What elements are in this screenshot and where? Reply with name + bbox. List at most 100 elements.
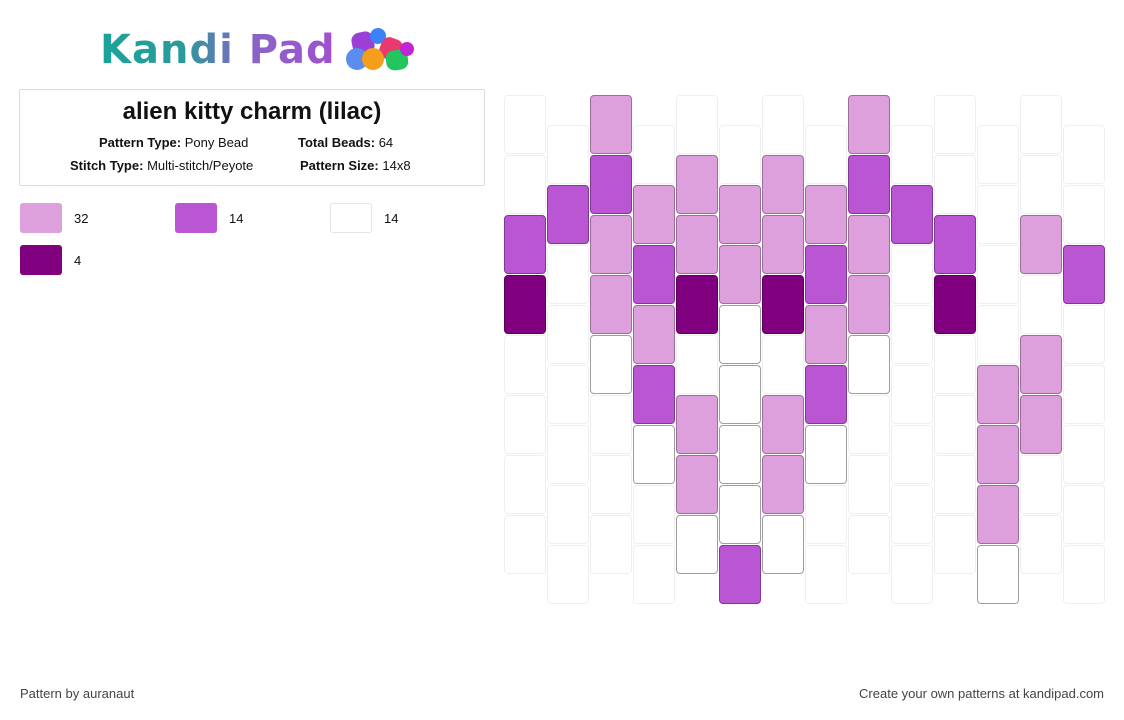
- legend-item-lilac: 32: [20, 203, 88, 233]
- bead: [891, 365, 933, 424]
- legend-count: 4: [74, 252, 82, 268]
- stitch-type-label: Stitch Type:: [70, 158, 144, 173]
- pattern-type: Pattern Type: Pony Bead: [99, 135, 248, 150]
- total-beads-label: Total Beads:: [298, 135, 376, 150]
- bead: [676, 215, 718, 274]
- bead: [633, 185, 675, 244]
- pattern-author: Pattern by auranaut: [20, 686, 135, 701]
- bead: [633, 545, 675, 604]
- bead: [762, 455, 804, 514]
- total-beads: Total Beads: 64: [298, 135, 393, 150]
- bead: [805, 365, 847, 424]
- bead: [719, 365, 761, 424]
- bead: [977, 545, 1019, 604]
- bead: [891, 185, 933, 244]
- total-beads-value: 64: [378, 135, 394, 150]
- bead: [547, 365, 589, 424]
- color-swatch: [175, 203, 217, 233]
- bead: [1063, 485, 1105, 544]
- bead: [676, 275, 718, 334]
- kandi-pad-logo[interactable]: Kandi Pad: [100, 24, 424, 76]
- bead: [676, 335, 718, 394]
- bead: [848, 215, 890, 274]
- bead: [934, 395, 976, 454]
- beads-logo-icon: [344, 24, 424, 76]
- bead: [719, 185, 761, 244]
- bead: [676, 155, 718, 214]
- bead: [676, 455, 718, 514]
- bead: [590, 515, 632, 574]
- bead: [504, 215, 546, 274]
- bead: [848, 155, 890, 214]
- bead: [848, 335, 890, 394]
- bead: [977, 305, 1019, 364]
- bead: [1020, 95, 1062, 154]
- bead: [719, 125, 761, 184]
- bead: [504, 95, 546, 154]
- bead: [633, 125, 675, 184]
- bead: [719, 425, 761, 484]
- bead: [891, 425, 933, 484]
- bead: [977, 485, 1019, 544]
- bead: [934, 335, 976, 394]
- stitch-type: Stitch Type: Multi-stitch/Peyote: [70, 158, 253, 173]
- bead: [805, 425, 847, 484]
- bead: [590, 335, 632, 394]
- bead: [590, 395, 632, 454]
- bead: [805, 245, 847, 304]
- bead: [1063, 305, 1105, 364]
- bead: [719, 245, 761, 304]
- bead: [504, 395, 546, 454]
- pattern-size-label: Pattern Size:: [300, 158, 379, 173]
- bead: [504, 515, 546, 574]
- bead: [1020, 395, 1062, 454]
- bead: [504, 335, 546, 394]
- bead: [762, 335, 804, 394]
- bead: [1020, 275, 1062, 334]
- bead: [590, 95, 632, 154]
- bead: [633, 305, 675, 364]
- bead: [762, 95, 804, 154]
- bead: [547, 185, 589, 244]
- pattern-type-label: Pattern Type:: [99, 135, 182, 150]
- bead: [1020, 515, 1062, 574]
- bead: [891, 485, 933, 544]
- bead: [719, 545, 761, 604]
- bead: [1063, 545, 1105, 604]
- kandipad-cta-link[interactable]: Create your own patterns at kandipad.com: [859, 686, 1104, 701]
- bead: [676, 395, 718, 454]
- pattern-size: Pattern Size: 14x8: [300, 158, 411, 173]
- bead: [891, 125, 933, 184]
- legend-item-white: 14: [330, 203, 398, 233]
- legend-count: 14: [384, 210, 399, 226]
- color-swatch: [20, 203, 62, 233]
- bead: [590, 455, 632, 514]
- bead: [762, 155, 804, 214]
- bead: [1063, 425, 1105, 484]
- bead: [848, 275, 890, 334]
- bead: [934, 95, 976, 154]
- bead: [762, 215, 804, 274]
- bead: [848, 455, 890, 514]
- bead: [719, 305, 761, 364]
- bead: [590, 215, 632, 274]
- bead: [934, 155, 976, 214]
- bead: [719, 485, 761, 544]
- pattern-type-value: Pony Bead: [184, 135, 249, 150]
- bead: [805, 305, 847, 364]
- bead: [547, 245, 589, 304]
- legend-count: 14: [229, 210, 244, 226]
- bead: [805, 485, 847, 544]
- bead: [891, 245, 933, 304]
- bead: [504, 275, 546, 334]
- bead: [590, 275, 632, 334]
- legend-item-purple: 4: [20, 245, 81, 275]
- bead: [1020, 155, 1062, 214]
- bead: [547, 545, 589, 604]
- bead: [1063, 245, 1105, 304]
- bead: [504, 155, 546, 214]
- bead: [934, 455, 976, 514]
- bead: [891, 305, 933, 364]
- bead: [633, 365, 675, 424]
- bead: [977, 425, 1019, 484]
